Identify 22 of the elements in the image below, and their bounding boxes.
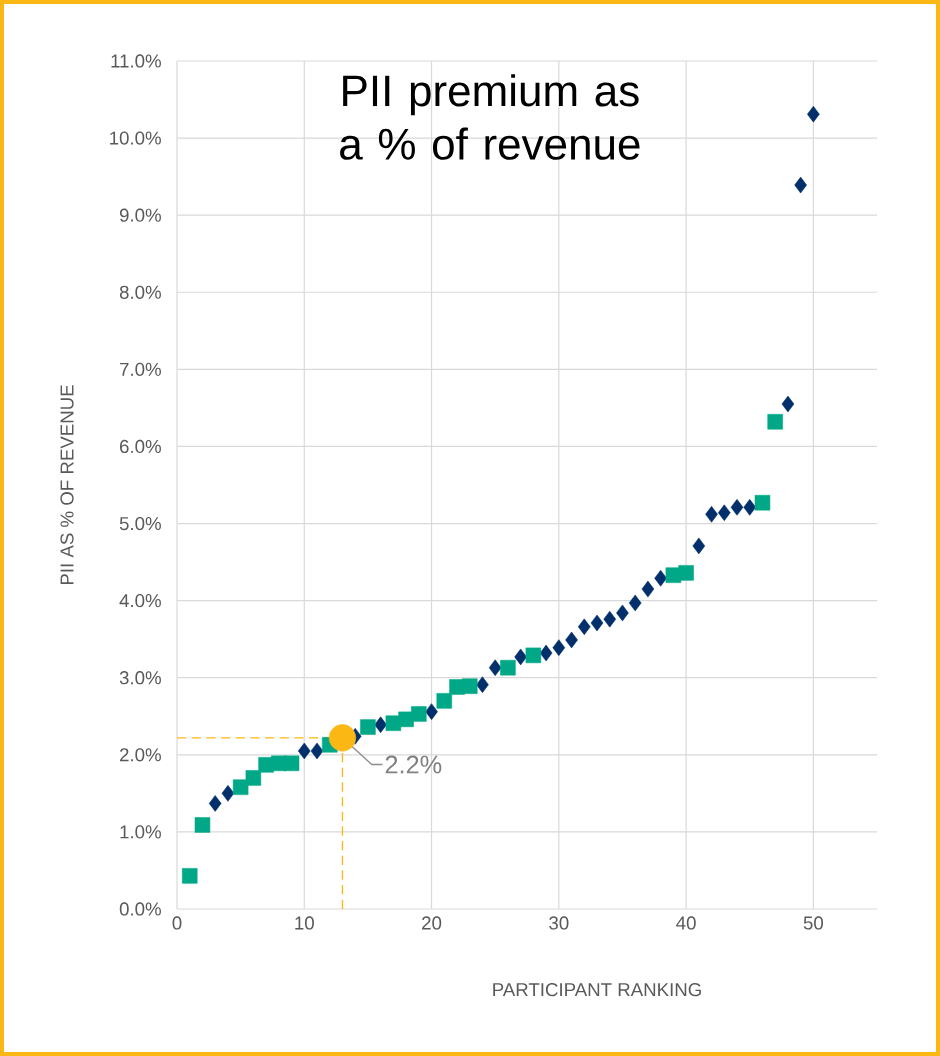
y-tick-label: 1.0%: [120, 825, 161, 839]
y-tick-label: 2.0%: [120, 748, 161, 762]
x-tick-label: 20: [422, 916, 442, 930]
y-tick-label: 9.0%: [119, 208, 161, 222]
y-tick-label: 11.0%: [111, 54, 161, 68]
y-tick-label: 7.0%: [120, 362, 161, 376]
x-tick-label: 50: [803, 916, 824, 930]
y-axis-title: PII AS % OF REVENUE: [60, 385, 74, 585]
x-tick-label: 0: [172, 916, 182, 930]
annotation: 2.2%: [385, 755, 442, 774]
y-tick-label: 10.0%: [110, 131, 161, 145]
y-tick-label: 4.0%: [119, 594, 161, 608]
x-tick-label: 30: [549, 916, 569, 930]
y-tick-label: 3.0%: [119, 671, 161, 685]
x-tick-label: 10: [295, 916, 314, 930]
x-axis-title: PARTICIPANT RANKING: [493, 983, 701, 997]
text: PII premium as a % of revenue: [340, 74, 640, 160]
y-tick-label: 6.0%: [120, 439, 161, 454]
y-tick-label: 5.0%: [119, 516, 161, 531]
y-tick-label: 8.0%: [119, 285, 161, 299]
y-tick-label: 0.0%: [119, 902, 161, 916]
x-tick-label: 40: [676, 916, 696, 930]
